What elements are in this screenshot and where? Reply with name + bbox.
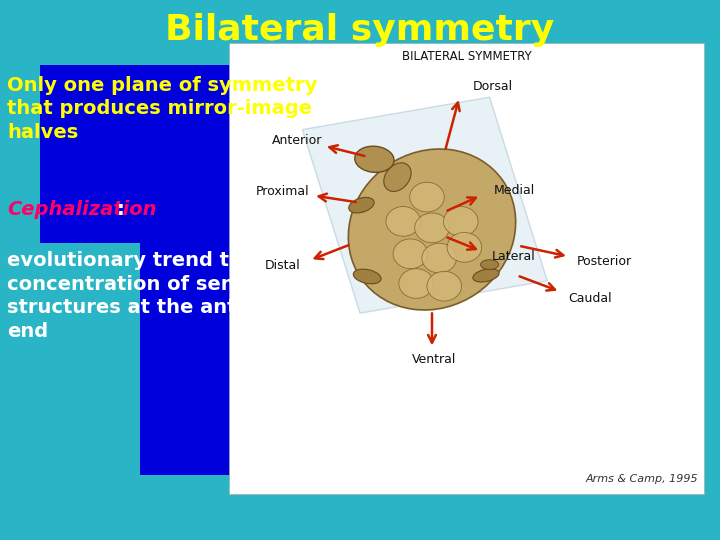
Text: Posterior: Posterior (577, 255, 632, 268)
Ellipse shape (384, 163, 411, 192)
Ellipse shape (386, 206, 420, 237)
Ellipse shape (399, 268, 433, 298)
Ellipse shape (348, 198, 374, 213)
Text: Medial: Medial (493, 184, 535, 197)
Ellipse shape (393, 239, 428, 269)
Text: Caudal: Caudal (569, 292, 612, 305)
Text: Ventral: Ventral (412, 353, 456, 366)
Text: :: : (117, 200, 125, 219)
Ellipse shape (422, 243, 456, 273)
Ellipse shape (348, 149, 516, 310)
Ellipse shape (473, 269, 499, 282)
Text: Cephalization: Cephalization (7, 200, 157, 219)
Ellipse shape (354, 269, 381, 284)
Ellipse shape (355, 146, 394, 172)
Ellipse shape (427, 271, 462, 301)
Ellipse shape (410, 183, 444, 212)
Ellipse shape (415, 213, 449, 243)
Ellipse shape (447, 232, 482, 262)
Text: Only one plane of symmetry
that produces mirror-image
halves: Only one plane of symmetry that produces… (7, 76, 318, 141)
Text: Anterior: Anterior (272, 134, 323, 147)
Text: Distal: Distal (265, 259, 301, 272)
Ellipse shape (444, 206, 478, 237)
Text: Arms & Camp, 1995: Arms & Camp, 1995 (586, 474, 698, 484)
Text: Dorsal: Dorsal (473, 80, 513, 93)
Text: Proximal: Proximal (256, 185, 310, 198)
Text: Lateral: Lateral (492, 250, 536, 263)
FancyBboxPatch shape (40, 65, 324, 243)
Polygon shape (302, 97, 547, 313)
Ellipse shape (481, 260, 498, 269)
Text: Bilateral symmetry: Bilateral symmetry (166, 13, 554, 46)
Text: BILATERAL SYMMETRY: BILATERAL SYMMETRY (402, 50, 531, 63)
Text: evolutionary trend toward
concentration of sensory
structures at the anterior
en: evolutionary trend toward concentration … (7, 251, 297, 341)
FancyBboxPatch shape (140, 243, 324, 475)
FancyBboxPatch shape (229, 43, 704, 494)
